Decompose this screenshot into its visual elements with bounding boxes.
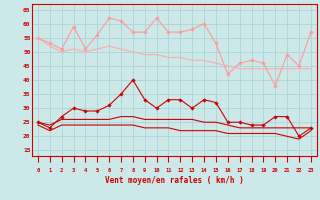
X-axis label: Vent moyen/en rafales ( km/h ): Vent moyen/en rafales ( km/h ) xyxy=(105,176,244,185)
